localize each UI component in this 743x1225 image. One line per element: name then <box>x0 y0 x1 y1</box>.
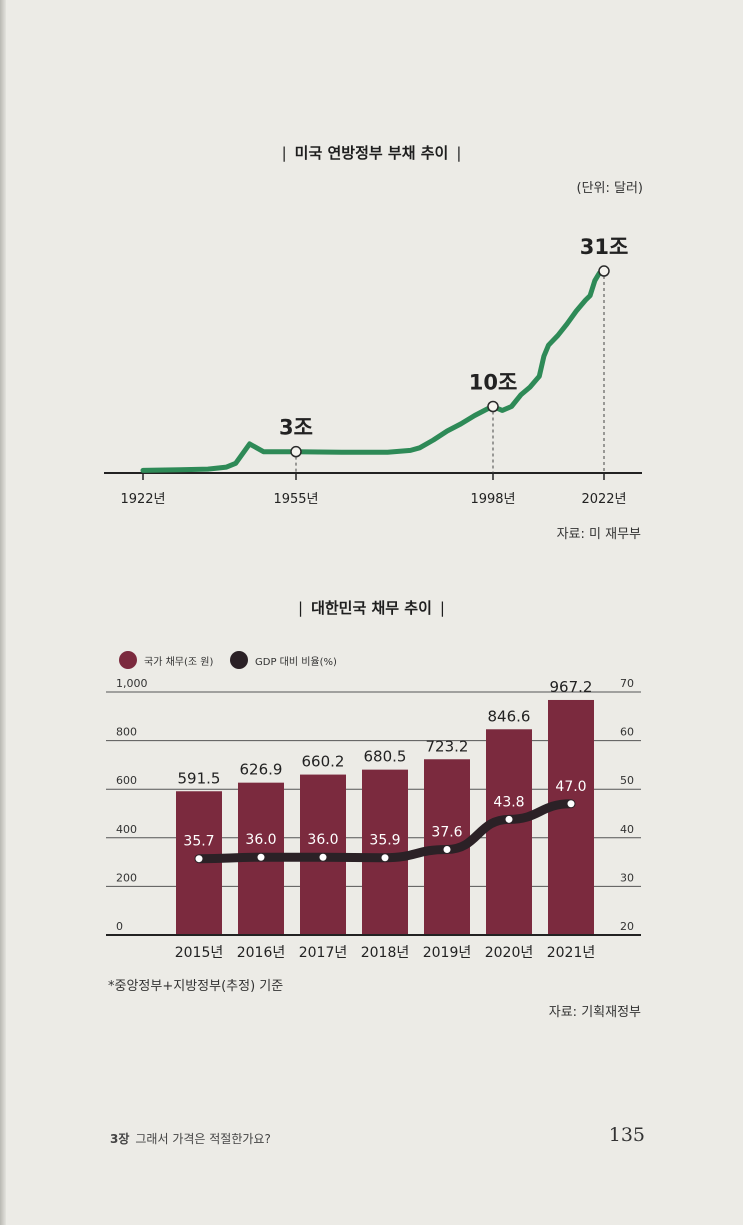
gdp-ratio-point <box>195 855 203 863</box>
debt-bar-value-label: 591.5 <box>178 769 221 787</box>
us-debt-title-text: 미국 연방정부 부채 추이 <box>294 144 449 162</box>
us-debt-chart-title: | 미국 연방정부 부채 추이 | <box>281 144 462 162</box>
debt-bar-value-label: 680.5 <box>364 748 407 766</box>
gdp-ratio-point <box>567 800 575 808</box>
x-tick-label: 2022년 <box>581 492 626 507</box>
korea-debt-title-text: 대한민국 채무 추이 <box>311 599 432 617</box>
gdp-ratio-value-label: 35.9 <box>369 833 400 849</box>
legend-debt-label: 국가 채무(조 원) <box>144 656 213 668</box>
gdp-ratio-point <box>381 854 389 862</box>
gdp-ratio-value-label: 35.7 <box>183 834 214 850</box>
chapter-title: 그래서 가격은 적절한가요? <box>135 1132 271 1146</box>
page-number: 135 <box>608 1124 645 1146</box>
us-debt-source: 자료: 미 재무부 <box>556 527 641 542</box>
legend-debt-swatch <box>119 651 137 669</box>
annotation-marker-1955 <box>290 445 302 458</box>
us-debt-series-line <box>140 268 607 473</box>
y-right-tick-label: 60 <box>620 726 634 739</box>
x-category-label: 2017년 <box>299 945 348 961</box>
x-category-label: 2018년 <box>361 945 410 961</box>
korea-debt-bar-chart: 국가 채무(조 원) GDP 대비 비율(%) 0 200 400 600 800 1,000… <box>106 651 641 961</box>
running-footer: 3장 그래서 가격은 적절한가요? <box>110 1130 271 1147</box>
annotation-marker-1998 <box>487 400 499 413</box>
x-category-label: 2020년 <box>485 945 534 961</box>
y-left-tick-label: 0 <box>116 920 123 933</box>
y-right-tick-label: 20 <box>620 920 634 933</box>
gdp-ratio-point <box>505 815 513 823</box>
legend-ratio-label: GDP 대비 비율(%) <box>255 656 337 668</box>
gdp-ratio-point <box>443 845 451 853</box>
x-category-label: 2016년 <box>237 945 286 961</box>
annotation-label-2022: 31조 <box>580 235 629 259</box>
debt-bar <box>486 729 532 935</box>
annotation-label-1955: 3조 <box>279 416 313 440</box>
annotation-marker-2022 <box>598 265 610 277</box>
y-left-tick-label: 800 <box>116 726 137 739</box>
korea-debt-footnote: *중앙정부+지방정부(추정) 기준 <box>108 979 284 994</box>
x-category-label: 2015년 <box>175 945 224 961</box>
debt-bar-value-label: 723.2 <box>426 737 469 755</box>
debt-bar <box>548 699 594 935</box>
debt-bar-value-label: 626.9 <box>240 761 283 779</box>
annotation-label-1998: 10조 <box>469 371 518 395</box>
debt-bar-value-label: 967.2 <box>550 678 593 696</box>
korea-debt-chart-title: | 대한민국 채무 추이 | <box>298 599 445 617</box>
y-left-tick-label: 1,000 <box>116 677 148 690</box>
y-right-tick-label: 50 <box>620 774 634 787</box>
gdp-ratio-point <box>319 853 327 861</box>
us-debt-unit-label: (단위: 달러) <box>576 181 644 196</box>
legend-ratio-swatch <box>230 651 248 669</box>
x-tick-label: 1922년 <box>120 492 165 507</box>
gdp-ratio-value-label: 36.0 <box>307 832 338 848</box>
gdp-ratio-value-label: 36.0 <box>245 832 276 848</box>
gdp-ratio-value-label: 37.6 <box>431 824 462 840</box>
gdp-ratio-value-label: 43.8 <box>493 794 524 810</box>
debt-bar-value-label: 660.2 <box>302 753 345 771</box>
y-right-tick-label: 40 <box>620 823 634 836</box>
chapter-number: 3장 <box>110 1132 130 1146</box>
y-left-tick-label: 200 <box>116 871 137 884</box>
x-category-label: 2019년 <box>423 945 472 961</box>
us-debt-line-chart: 1922년 1955년 1998년 2022년 3조 10조 31조 <box>104 235 642 507</box>
debt-bar-value-label: 846.6 <box>488 707 531 725</box>
gdp-ratio-value-label: 47.0 <box>555 779 586 795</box>
page-edge <box>0 0 6 1225</box>
y-left-tick-label: 400 <box>116 823 137 836</box>
y-right-tick-label: 70 <box>620 677 634 690</box>
y-left-tick-label: 600 <box>116 774 137 787</box>
x-category-label: 2021년 <box>547 945 596 961</box>
korea-debt-source: 자료: 기획재정부 <box>548 1005 641 1020</box>
x-tick-label: 1998년 <box>470 492 515 507</box>
x-tick-label: 1955년 <box>273 492 318 507</box>
y-right-tick-label: 30 <box>620 871 634 884</box>
gdp-ratio-point <box>257 853 265 861</box>
